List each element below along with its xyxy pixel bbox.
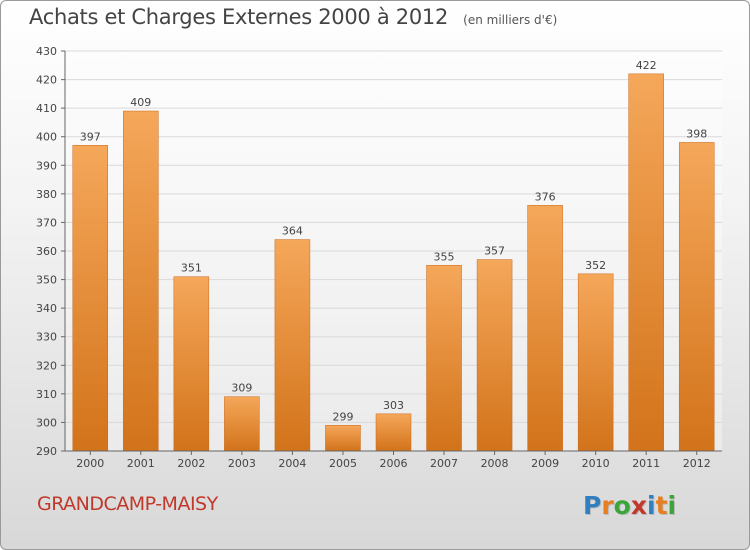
bar <box>476 259 513 452</box>
logo-letter: o <box>613 491 631 520</box>
data-label: 309 <box>231 382 252 395</box>
bar <box>274 239 311 452</box>
y-tick-label: 380 <box>36 188 57 201</box>
x-tick-label: 2008 <box>481 457 509 470</box>
logo-letter: r <box>601 491 614 520</box>
y-tick-label: 390 <box>36 159 57 172</box>
commune-name: GRANDCAMP-MAISY <box>37 493 218 515</box>
y-tick-label: 430 <box>36 45 57 58</box>
logo-letter: i <box>647 491 656 520</box>
title-row: Achats et Charges Externes 2000 à 2012 (… <box>29 5 557 29</box>
x-tick-label: 2007 <box>430 457 458 470</box>
y-tick-label: 300 <box>36 416 57 429</box>
x-tick-label: 2001 <box>127 457 155 470</box>
bar <box>678 142 715 452</box>
bar <box>72 145 109 452</box>
x-tick-label: 2002 <box>177 457 205 470</box>
y-tick-label: 340 <box>36 302 57 315</box>
logo-letter: i <box>667 491 677 520</box>
data-label: 355 <box>434 250 455 263</box>
data-label: 357 <box>484 245 505 258</box>
y-tick-label: 420 <box>36 74 57 87</box>
x-tick-label: 2009 <box>531 457 559 470</box>
y-tick-label: 360 <box>36 245 57 258</box>
bar <box>527 205 563 452</box>
proxiti-logo[interactable]: Proxiti <box>583 491 676 520</box>
bar <box>426 265 462 452</box>
data-label: 299 <box>332 410 353 423</box>
bar <box>224 396 260 452</box>
bar <box>173 276 210 452</box>
bar <box>628 73 664 452</box>
x-tick-label: 2011 <box>632 457 660 470</box>
x-tick-label: 2000 <box>76 457 104 470</box>
bar <box>123 110 159 452</box>
y-tick-label: 320 <box>36 359 57 372</box>
labels: 290 300 310 320 330 340 350 360 370 380 390 400 410 4… <box>36 45 711 470</box>
x-tick-label: 2005 <box>329 457 357 470</box>
chart-unit: (en milliers d'€) <box>463 13 558 27</box>
bar <box>375 413 412 452</box>
logo-letter: t <box>655 491 668 520</box>
axes <box>61 50 722 455</box>
data-label: 422 <box>636 59 657 72</box>
x-tick-label: 2012 <box>683 457 711 470</box>
data-label: 364 <box>282 225 303 238</box>
y-tick-label: 410 <box>36 102 57 115</box>
chart-title: Achats et Charges Externes 2000 à 2012 <box>29 5 449 29</box>
data-label: 376 <box>535 190 556 203</box>
bar <box>325 425 361 452</box>
logo-letter: x <box>630 491 647 520</box>
data-label: 352 <box>585 259 606 272</box>
data-label: 351 <box>181 262 202 275</box>
data-label: 409 <box>130 96 151 109</box>
x-tick-label: 2003 <box>228 457 256 470</box>
data-label: 303 <box>383 399 404 412</box>
data-label: 397 <box>80 130 101 143</box>
y-tick-label: 350 <box>36 274 57 287</box>
y-tick-label: 330 <box>36 331 57 344</box>
bar <box>577 273 614 452</box>
y-tick-label: 400 <box>36 131 57 144</box>
data-label: 398 <box>686 127 707 140</box>
logo-letter: P <box>583 491 602 520</box>
x-tick-label: 2004 <box>278 457 306 470</box>
y-tick-label: 370 <box>36 216 57 229</box>
y-tick-label: 290 <box>36 445 57 458</box>
y-tick-label: 310 <box>36 388 57 401</box>
x-tick-label: 2006 <box>380 457 408 470</box>
x-tick-label: 2010 <box>582 457 610 470</box>
